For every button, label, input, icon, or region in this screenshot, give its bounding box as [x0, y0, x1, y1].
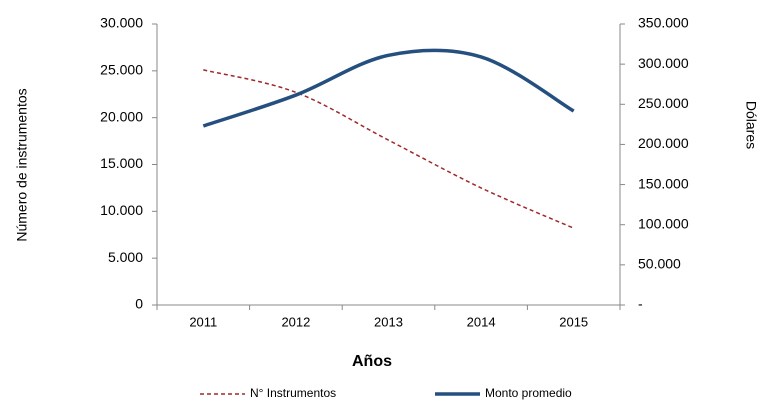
legend-label: Monto promedio: [485, 386, 572, 400]
y2-tick-label: 200.000: [638, 135, 689, 151]
y2-tick-label: 300.000: [638, 55, 689, 71]
x-tick-label: 2015: [559, 314, 588, 329]
y2-tick-label: 50.000: [638, 256, 681, 272]
y-tick-label: 0: [135, 296, 143, 312]
y-tick-label: 15.000: [100, 155, 143, 171]
y-tick-label: 30.000: [100, 15, 143, 31]
y-tick-label: 20.000: [100, 108, 143, 124]
y2-axis-title: Dólares: [743, 101, 759, 149]
y-tick-label: 5.000: [108, 249, 143, 265]
series-line: [202, 48, 575, 128]
y-axis-title: Número de instrumentos: [14, 88, 30, 241]
y-tick-label: 10.000: [100, 202, 143, 218]
series-line: [203, 69, 574, 229]
x-tick-label: 2012: [281, 314, 310, 329]
y2-tick-label: 100.000: [638, 215, 689, 231]
y2-tick-label: 150.000: [638, 175, 689, 191]
y-tick-label: 25.000: [100, 62, 143, 78]
y2-tick-label: 350.000: [638, 15, 689, 31]
legend-label: N° Instrumentos: [250, 386, 336, 400]
x-tick-label: 2011: [189, 314, 217, 329]
y2-tick-label: -: [638, 296, 643, 312]
x-tick-label: 2014: [467, 314, 496, 329]
x-axis-title: Años: [352, 353, 392, 370]
x-tick-label: 2013: [374, 314, 403, 329]
y2-tick-label: 250.000: [638, 95, 689, 111]
